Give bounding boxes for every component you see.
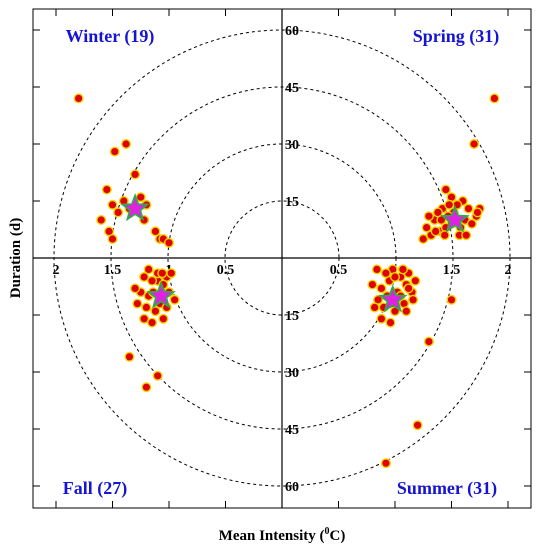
point-fall-17 [150,306,161,317]
y-tick-label-6: 45 [285,423,299,438]
center-axes [33,9,531,508]
point-spring-20 [444,199,455,210]
quadrant-label-fall: Fall (27) [63,478,128,499]
point-winter-15 [163,237,174,248]
y-tick-label-2: 30 [285,138,299,153]
quadrant-label-spring: Spring (31) [413,26,500,47]
point-summer-14 [367,279,378,290]
point-winter-9 [130,169,141,180]
x-tick-label-7: 2 [505,263,512,278]
point-fall-23 [143,264,154,275]
point-spring-1 [469,138,480,149]
point-summer-22 [397,264,408,275]
point-fall-8 [130,283,141,294]
quadrant-label-winter: Winter (19) [66,26,155,47]
point-spring-25 [430,226,441,237]
point-winter-2 [121,138,132,149]
x-tick-label-6: 1.5 [443,263,461,278]
point-spring-14 [418,233,429,244]
point-spring-22 [423,211,434,222]
point-winter-1 [109,146,120,157]
point-fall-5 [158,313,169,324]
point-fall-21 [139,272,150,283]
y-tick-label-1: 45 [285,81,299,96]
point-summer-30 [403,283,414,294]
point-summer-19 [371,264,382,275]
point-winter-4 [96,214,107,225]
point-fall-14 [147,275,158,286]
x-tick-label-3: 0.5 [217,263,235,278]
quadrant-labels: Winter (19) Spring (31) Fall (27) Summer (3… [63,26,500,499]
y-tick-label-4: 15 [285,309,299,324]
x-axis-label-superscript: 0 [325,526,330,537]
point-fall-4 [147,317,158,328]
centroid-spring-star [440,204,470,233]
y-tick-label-0: 60 [285,24,299,39]
centroid-summer-star [377,284,408,313]
y-tick-label-7: 60 [285,480,299,495]
point-fall-11 [166,268,177,279]
point-fall-3 [139,313,150,324]
point-fall-2 [152,370,163,381]
point-summer-21 [390,272,401,283]
point-summer-3 [376,283,387,294]
centroid-fall-star [146,280,176,309]
quadrant-label-summer: Summer (31) [397,478,497,499]
axis-ticks [33,9,531,508]
y-tick-label-3: 15 [285,195,299,210]
point-spring-26 [439,230,450,241]
point-spring-11 [421,222,432,233]
point-fall-13 [169,294,180,305]
x-tick-label-4: 0.5 [330,263,348,278]
point-spring-2 [440,184,451,195]
point-winter-0 [73,93,84,104]
x-tick-label-1: 1.5 [104,263,122,278]
point-summer-25 [446,294,457,305]
x-axis-label-main: Mean Intensity ( [219,528,325,544]
point-spring-24 [472,207,483,218]
point-summer-13 [410,275,421,286]
x-axis-label-unit: C) [330,528,346,544]
point-fall-1 [141,382,152,393]
point-fall-16 [141,302,152,313]
y-tick-label-5: 30 [285,366,299,381]
point-winter-3 [101,184,112,195]
point-winter-12 [150,226,161,237]
point-fall-26 [157,268,168,279]
point-summer-27 [412,420,423,431]
point-summer-18 [401,306,412,317]
point-summer-16 [385,317,396,328]
y-axis-label: Duration (d) [8,218,24,298]
point-spring-23 [466,218,477,229]
point-winter-6 [107,233,118,244]
point-summer-15 [376,313,387,324]
point-summer-11 [380,268,391,279]
point-summer-26 [423,336,434,347]
centroid-winter-star [120,193,150,222]
point-spring-0 [489,93,500,104]
point-winter-17 [107,199,118,210]
point-fall-0 [124,351,135,362]
point-summer-28 [380,458,391,469]
point-summer-24 [369,302,380,313]
x-tick-label-0: 2 [53,263,60,278]
centroid-markers [120,193,470,313]
point-summer-23 [408,294,419,305]
point-spring-5 [463,203,474,214]
point-spring-28 [461,230,472,241]
x-axis-label: Mean Intensity (0C) [219,526,346,544]
point-fall-22 [132,298,143,309]
point-winter-8 [113,207,124,218]
